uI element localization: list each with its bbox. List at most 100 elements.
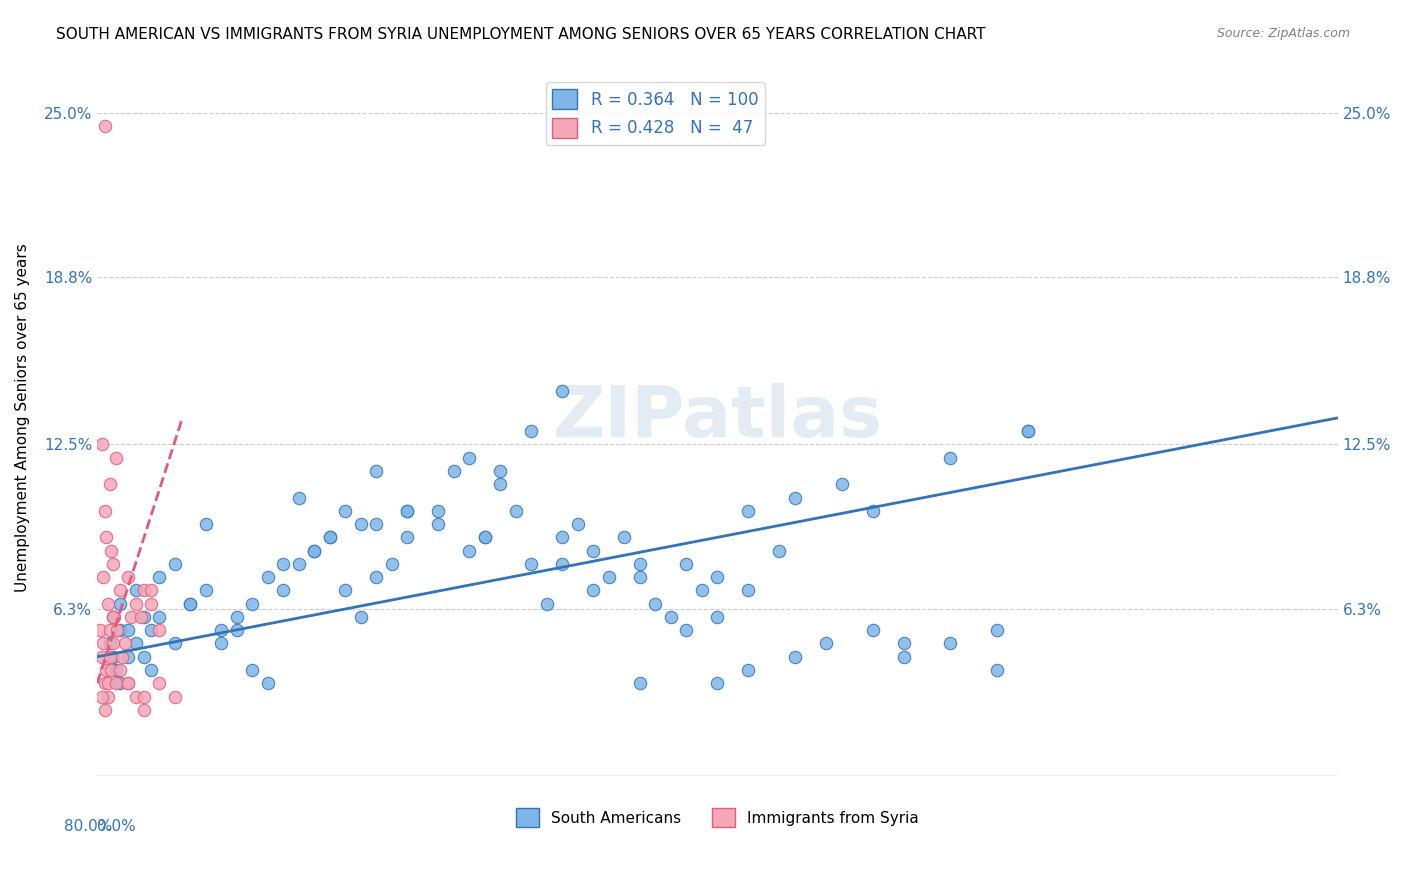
Point bbox=[939, 450, 962, 465]
Point bbox=[94, 119, 117, 133]
Point bbox=[141, 624, 163, 638]
Point bbox=[659, 610, 682, 624]
Text: 80.0%: 80.0% bbox=[65, 819, 112, 834]
Text: Source: ZipAtlas.com: Source: ZipAtlas.com bbox=[1216, 27, 1350, 40]
Point bbox=[458, 450, 481, 465]
Point bbox=[148, 676, 170, 690]
Point bbox=[179, 597, 201, 611]
Point bbox=[396, 504, 419, 518]
Point bbox=[104, 663, 127, 677]
Point bbox=[366, 464, 388, 478]
Point bbox=[628, 557, 651, 571]
Point bbox=[520, 557, 543, 571]
Point bbox=[366, 517, 388, 532]
Point bbox=[862, 504, 884, 518]
Text: 0.0%: 0.0% bbox=[97, 819, 136, 834]
Point bbox=[90, 649, 112, 664]
Point bbox=[194, 517, 217, 532]
Point bbox=[97, 676, 120, 690]
Point bbox=[94, 703, 117, 717]
Point bbox=[240, 597, 263, 611]
Point bbox=[474, 530, 496, 544]
Point bbox=[489, 477, 512, 491]
Point bbox=[163, 690, 186, 704]
Point bbox=[97, 690, 120, 704]
Point bbox=[209, 624, 232, 638]
Point bbox=[427, 517, 450, 532]
Point bbox=[644, 597, 666, 611]
Point bbox=[110, 583, 132, 598]
Point bbox=[132, 703, 155, 717]
Point bbox=[125, 636, 148, 650]
Point bbox=[893, 636, 915, 650]
Point bbox=[110, 624, 132, 638]
Point bbox=[271, 583, 294, 598]
Point bbox=[319, 530, 342, 544]
Point bbox=[101, 610, 124, 624]
Point bbox=[148, 624, 170, 638]
Point bbox=[520, 424, 543, 438]
Point bbox=[90, 690, 112, 704]
Point bbox=[381, 557, 404, 571]
Point bbox=[179, 597, 201, 611]
Point bbox=[319, 530, 342, 544]
Point bbox=[939, 636, 962, 650]
Point bbox=[90, 437, 112, 451]
Point bbox=[96, 530, 118, 544]
Point bbox=[489, 464, 512, 478]
Point bbox=[129, 610, 152, 624]
Point bbox=[287, 557, 309, 571]
Point bbox=[148, 610, 170, 624]
Point bbox=[148, 570, 170, 584]
Point bbox=[163, 557, 186, 571]
Point bbox=[100, 663, 122, 677]
Point bbox=[141, 663, 163, 677]
Point bbox=[225, 610, 247, 624]
Point bbox=[98, 649, 121, 664]
Point bbox=[271, 557, 294, 571]
Point bbox=[287, 491, 309, 505]
Point bbox=[101, 557, 124, 571]
Point bbox=[551, 530, 574, 544]
Point bbox=[97, 597, 120, 611]
Point bbox=[690, 583, 713, 598]
Point bbox=[111, 649, 134, 664]
Point bbox=[893, 649, 915, 664]
Point bbox=[117, 570, 139, 584]
Point bbox=[101, 649, 124, 664]
Point bbox=[100, 543, 122, 558]
Point bbox=[132, 610, 155, 624]
Point bbox=[675, 557, 697, 571]
Point bbox=[582, 543, 605, 558]
Point bbox=[110, 663, 132, 677]
Point bbox=[350, 517, 373, 532]
Point bbox=[396, 530, 419, 544]
Point bbox=[706, 676, 728, 690]
Point bbox=[98, 624, 121, 638]
Point bbox=[141, 597, 163, 611]
Text: ZIPatlas: ZIPatlas bbox=[553, 384, 883, 452]
Point bbox=[98, 477, 121, 491]
Y-axis label: Unemployment Among Seniors over 65 years: Unemployment Among Seniors over 65 years bbox=[15, 244, 30, 592]
Point bbox=[101, 636, 124, 650]
Point bbox=[104, 450, 127, 465]
Point bbox=[256, 570, 278, 584]
Point bbox=[783, 649, 806, 664]
Point bbox=[862, 624, 884, 638]
Legend: South Americans, Immigrants from Syria: South Americans, Immigrants from Syria bbox=[510, 802, 925, 833]
Point bbox=[1017, 424, 1039, 438]
Point bbox=[628, 676, 651, 690]
Point bbox=[94, 676, 117, 690]
Point bbox=[737, 663, 759, 677]
Point bbox=[114, 636, 136, 650]
Point bbox=[737, 583, 759, 598]
Point bbox=[1017, 424, 1039, 438]
Point bbox=[94, 504, 117, 518]
Point bbox=[132, 583, 155, 598]
Point bbox=[110, 676, 132, 690]
Point bbox=[582, 583, 605, 598]
Point bbox=[240, 663, 263, 677]
Point bbox=[117, 649, 139, 664]
Point bbox=[117, 676, 139, 690]
Point bbox=[396, 504, 419, 518]
